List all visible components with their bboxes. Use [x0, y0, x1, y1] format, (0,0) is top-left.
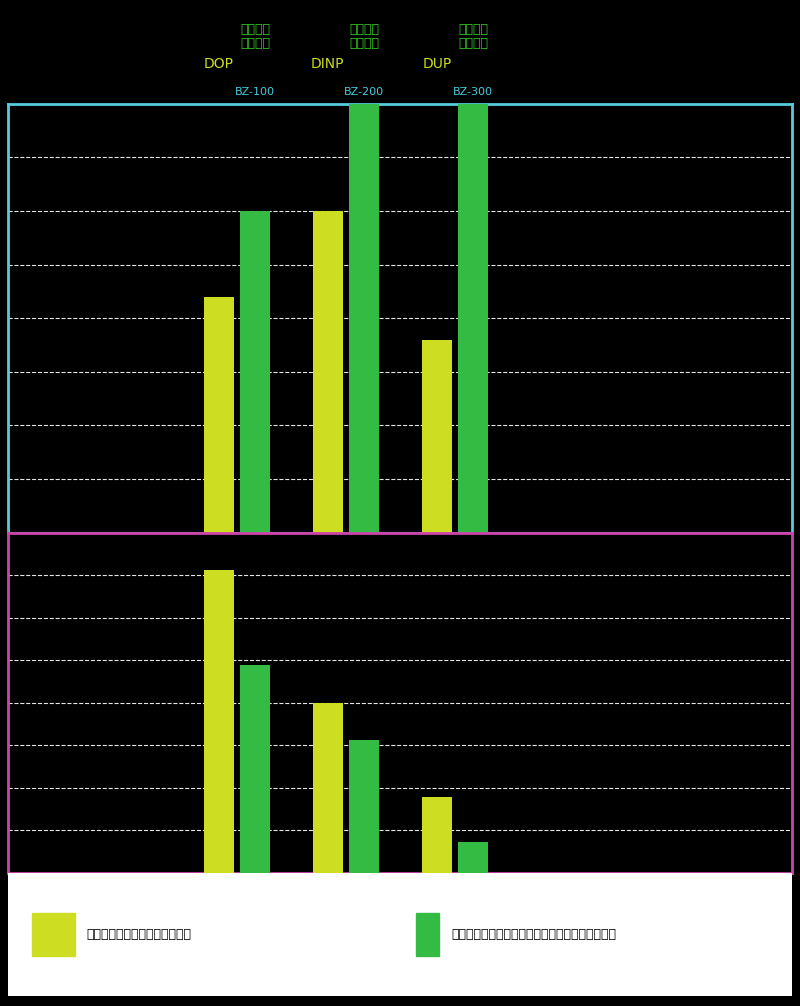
- Bar: [458, 842, 488, 872]
- Text: DOP: DOP: [204, 57, 234, 71]
- Bar: [204, 570, 234, 872]
- Bar: [313, 211, 342, 532]
- Text: グリーン
サイザー: グリーン サイザー: [458, 23, 488, 49]
- Bar: [349, 104, 379, 532]
- Bar: [349, 740, 379, 872]
- Text: DUP: DUP: [422, 57, 451, 71]
- Bar: [313, 702, 342, 872]
- Bar: [422, 340, 452, 532]
- Bar: [240, 665, 270, 872]
- Text: BZ-300: BZ-300: [453, 88, 493, 98]
- Text: バイオマス可塩剤「グリーンサイザー」シリーズ: バイオマス可塩剤「グリーンサイザー」シリーズ: [451, 928, 616, 941]
- Text: グリーン
サイザー: グリーン サイザー: [349, 23, 379, 49]
- Text: 石化由来原料可塩剤（当社比）: 石化由来原料可塩剤（当社比）: [86, 928, 191, 941]
- Bar: [31, 912, 74, 956]
- Bar: [422, 797, 452, 872]
- Text: BZ-200: BZ-200: [344, 88, 384, 98]
- Text: グリーン
サイザー: グリーン サイザー: [240, 23, 270, 49]
- Bar: [416, 912, 439, 956]
- Text: DINP: DINP: [311, 57, 345, 71]
- Bar: [458, 104, 488, 532]
- Text: BZ-100: BZ-100: [235, 88, 275, 98]
- Bar: [240, 211, 270, 532]
- Bar: [204, 297, 234, 532]
